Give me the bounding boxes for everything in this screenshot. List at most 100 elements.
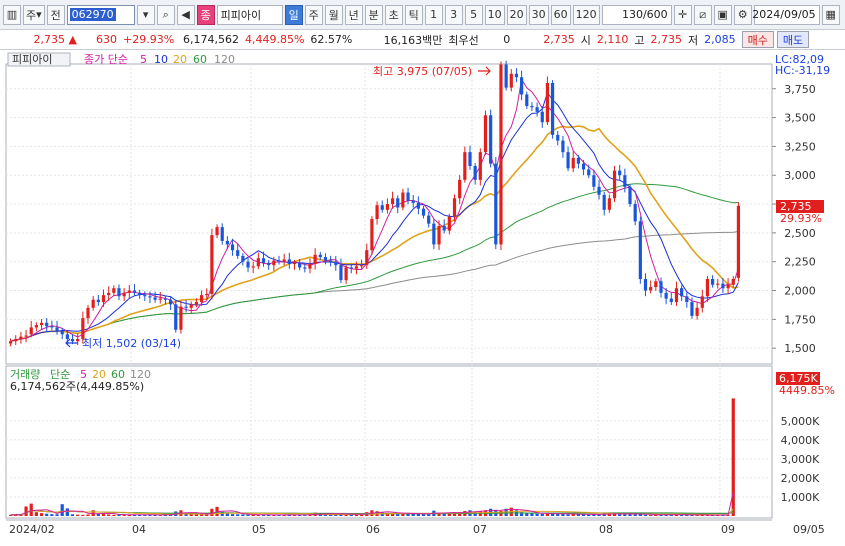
candle-body [91, 299, 95, 308]
volume-bar [81, 514, 85, 516]
volume-bar [241, 514, 245, 516]
ma-10-label: 10 [154, 53, 168, 66]
crosshair-icon[interactable]: ✛ [673, 4, 692, 25]
layout-icon[interactable]: ▥ [3, 4, 21, 25]
chart-tools-icon[interactable]: ⧄ [693, 4, 712, 25]
price-tick-label: 3,750 [784, 83, 816, 96]
volume-bar [344, 514, 348, 516]
volume-bar [695, 515, 699, 516]
toolbar: ▥ 주 ▾ 전 062970 ▾ ⌕ ◀ 종 피피아이 일 주 월 년 분 초 틱… [0, 0, 845, 30]
code-dropdown-icon[interactable]: ▾ [136, 4, 155, 25]
panel-title-box[interactable] [7, 52, 71, 67]
sell-button[interactable]: 매도 [776, 31, 810, 48]
ma-5-line [10, 78, 739, 342]
volume-bar [520, 512, 524, 516]
interval-1[interactable]: 1 [424, 4, 443, 25]
current-price: 2,735 ▲ [33, 33, 77, 46]
period-tab-month[interactable]: 월 [324, 4, 343, 25]
calendar-icon[interactable]: ▦ [821, 4, 840, 25]
period-tab-day[interactable]: 일 [284, 4, 303, 25]
settings-icon[interactable]: ⚙ [733, 4, 752, 25]
candle-body [643, 278, 648, 291]
candle-body [370, 219, 374, 251]
interval-5[interactable]: 5 [464, 4, 483, 25]
volume-bar [525, 512, 529, 516]
period-tab-minute[interactable]: 분 [364, 4, 383, 25]
volume-pct-text: 4449.85% [779, 384, 835, 397]
candle-body [179, 306, 183, 330]
candle-body [705, 278, 710, 297]
search-icon[interactable]: ⌕ [156, 4, 175, 25]
ma-120-label: 120 [214, 53, 235, 66]
price-tick-label: 1,500 [784, 342, 816, 355]
candle-body [514, 73, 519, 78]
candle-body [437, 225, 441, 245]
ma-60-label: 60 [193, 53, 207, 66]
candle-body [184, 306, 188, 308]
vol-ma-20-label: 20 [92, 368, 106, 381]
stock-chart[interactable]: 1,5001,7502,0002,2502,5002,7503,0003,250… [0, 50, 845, 543]
volume-bar [685, 514, 689, 516]
volume-bar [70, 514, 75, 516]
x-tick-label: 07 [473, 523, 487, 536]
candle-body [458, 179, 462, 199]
candle-body [576, 157, 580, 164]
period-tab-week[interactable]: 주 [304, 4, 323, 25]
candle-body [566, 152, 570, 169]
interval-120[interactable]: 120 [572, 4, 600, 25]
candle-body [298, 262, 302, 268]
x-tick-label: 09 [721, 523, 735, 536]
candle-body [406, 192, 410, 201]
volume-bar [55, 514, 59, 516]
code-input[interactable]: 062970 [66, 4, 135, 25]
candle-body [525, 94, 529, 107]
volume-bar [618, 514, 622, 516]
volume-bar [272, 514, 276, 516]
volume-bar [550, 513, 555, 516]
candle-body [483, 115, 488, 153]
candle-body [695, 307, 699, 316]
speaker-icon[interactable]: ◀ [176, 4, 195, 25]
stock-type-badge: 종 [196, 4, 215, 25]
interval-30[interactable]: 30 [528, 4, 549, 25]
candle-body [246, 261, 250, 268]
candle-body [494, 163, 498, 245]
volume-bar [127, 514, 131, 516]
code-value: 062970 [69, 8, 116, 21]
volume-bar [163, 514, 168, 516]
volume-bar [354, 514, 359, 516]
current-price-badge [776, 200, 824, 213]
candle-body [442, 225, 446, 231]
x-tick-label: 06 [366, 523, 380, 536]
chart-area[interactable]: 1,5001,7502,0002,2502,5002,7503,0003,250… [0, 50, 845, 543]
candle-body [592, 175, 596, 187]
count-select[interactable]: 130/600 [601, 4, 672, 25]
volume-bar [287, 514, 291, 516]
interval-3[interactable]: 3 [444, 4, 463, 25]
volume-bar [122, 515, 126, 516]
candle-body [117, 288, 121, 297]
period-tab-second[interactable]: 초 [384, 4, 403, 25]
candle-body [401, 192, 405, 208]
period-tab-tick[interactable]: 틱 [404, 4, 423, 25]
interval-20[interactable]: 20 [506, 4, 527, 25]
period-tab-year[interactable]: 년 [344, 4, 363, 25]
volume-bar [112, 514, 116, 516]
candle-body [199, 295, 204, 303]
save-icon[interactable]: ▣ [713, 4, 732, 25]
interval-10[interactable]: 10 [484, 4, 505, 25]
high-annotation: 최고 3,975 (07/05) [373, 65, 472, 78]
volume-bar [210, 508, 214, 516]
price-tick-label: 2,000 [784, 285, 816, 298]
volume-bar [101, 514, 106, 516]
market-select[interactable]: 주 ▾ [23, 4, 45, 25]
volume-bar [535, 513, 539, 516]
date-field[interactable]: 2024/09/05 [752, 4, 820, 25]
candle-body [194, 302, 199, 305]
candle-body [158, 298, 162, 300]
buy-button[interactable]: 매수 [741, 31, 774, 48]
interval-60[interactable]: 60 [550, 4, 571, 25]
all-button[interactable]: 전 [46, 4, 65, 25]
quote-bar: 2,735 ▲ 630 +29.93% 6,174,562 4,449.85% … [0, 30, 845, 50]
candle-body [107, 292, 111, 296]
